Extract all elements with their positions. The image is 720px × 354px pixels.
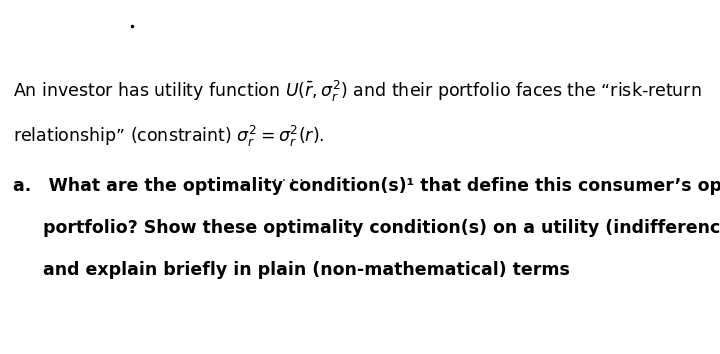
Text: a. What are the optimality condition(s)¹ that define this consumer’s optimal inv: a. What are the optimality condition(s)¹… <box>13 177 720 195</box>
Text: portfolio? Show these optimality condition(s) on a utility (indifference curve) : portfolio? Show these optimality conditi… <box>13 219 720 237</box>
Text: relationship” (constraint) $\sigma^2_r = \sigma^2_r(r).$: relationship” (constraint) $\sigma^2_r =… <box>13 124 324 149</box>
Text: An investor has utility function $U(\bar{r}, \sigma^2_r)$ and their portfolio fa: An investor has utility function $U(\bar… <box>13 79 701 104</box>
Text: . . . .: . . . . <box>273 170 304 184</box>
Text: and explain briefly in plain (non-mathematical) terms: and explain briefly in plain (non-mathem… <box>13 261 570 279</box>
